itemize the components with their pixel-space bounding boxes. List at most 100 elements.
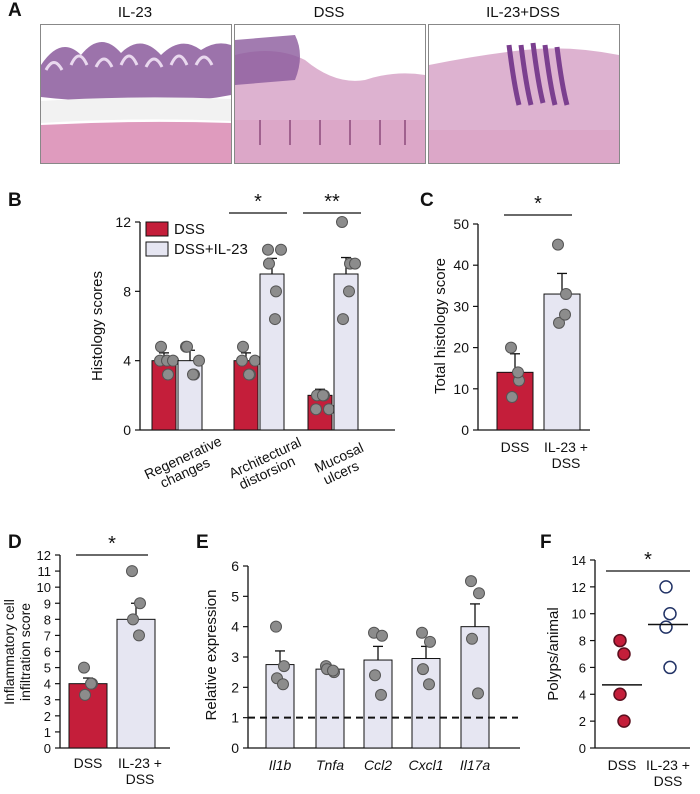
- data-point: [424, 635, 436, 648]
- data-point: [162, 368, 174, 381]
- image-title-dss: DSS: [313, 4, 345, 21]
- panel-letter-f: F: [540, 532, 552, 553]
- y-tick-label: 12: [115, 214, 131, 230]
- data-point: [416, 626, 428, 639]
- data-point: [473, 587, 485, 600]
- y-tick-label: 4: [231, 619, 239, 635]
- y-tick-label: 8: [123, 283, 131, 299]
- bar: [116, 618, 156, 749]
- y-tick-label: 4: [123, 353, 131, 369]
- data-point: [127, 613, 139, 626]
- data-point: [249, 354, 261, 367]
- data-point: [237, 340, 249, 353]
- y-tick-label: 2: [579, 714, 586, 729]
- y-axis-label: Relative expression: [203, 590, 220, 721]
- x-category-label: DSS: [126, 771, 155, 787]
- data-point: [133, 629, 145, 642]
- data-point: [466, 632, 478, 645]
- y-tick-label: 0: [579, 741, 586, 756]
- data-point: [155, 340, 167, 353]
- y-tick-label: 4: [44, 677, 51, 692]
- data-point: [506, 391, 518, 404]
- y-axis-label: Histology scores: [89, 271, 106, 381]
- x-category-label: IL-23 +: [646, 757, 690, 773]
- significance-1-label: *: [254, 191, 262, 213]
- data-point: [376, 629, 388, 642]
- data-point: [78, 661, 90, 674]
- data-point: [349, 257, 361, 270]
- data-point: [553, 316, 565, 329]
- y-tick-label: 0: [123, 422, 131, 438]
- panel-letter-e: E: [196, 532, 209, 553]
- panel-letter-b: B: [8, 190, 22, 211]
- bar: [259, 273, 285, 431]
- data-point: [369, 669, 381, 682]
- data-point: [181, 340, 193, 353]
- data-point: [659, 620, 673, 634]
- bar: [460, 626, 490, 749]
- x-category-label: Il1b: [269, 757, 292, 773]
- y-tick-label: 5: [44, 661, 51, 676]
- data-point: [187, 368, 199, 381]
- y-tick-label: 12: [572, 580, 586, 595]
- y-tick-label: 1: [231, 710, 239, 726]
- data-point: [126, 565, 138, 578]
- histology-image-il23-dss: [428, 24, 620, 164]
- bar: [333, 273, 359, 431]
- y-tick-label: 12: [37, 548, 51, 563]
- data-point: [560, 288, 572, 301]
- x-category-label: DSS: [501, 439, 530, 455]
- significance-label: *: [108, 533, 116, 555]
- legend-label-dss: DSS: [174, 221, 205, 238]
- legend-swatch-dss: [145, 221, 169, 237]
- data-point: [337, 313, 349, 326]
- data-point: [262, 243, 274, 256]
- panel-letter-d: D: [8, 532, 22, 553]
- x-category-label: DSS: [654, 773, 683, 789]
- y-axis-label: Total histology score: [432, 258, 449, 394]
- data-point: [505, 341, 517, 354]
- y-tick-label: 11: [38, 564, 52, 579]
- y-tick-label: 2: [44, 709, 51, 724]
- x-category-label: Ccl2: [364, 757, 392, 773]
- significance-2-label: **: [324, 191, 340, 213]
- image-title-il23-dss: IL-23+DSS: [486, 4, 560, 21]
- y-tick-label: 5: [231, 588, 239, 604]
- data-point: [85, 677, 97, 690]
- x-category-label: DSS: [74, 755, 103, 771]
- data-point: [663, 660, 677, 675]
- data-point: [613, 687, 627, 702]
- y-tick-label: 20: [453, 340, 469, 356]
- y-axis-label: Inflammatory cell: [1, 599, 17, 705]
- data-point: [243, 368, 255, 381]
- data-point: [263, 257, 275, 270]
- y-tick-label: 6: [44, 645, 51, 660]
- x-category-label: Il17a: [460, 757, 491, 773]
- legend-swatch-dss-il23: [145, 241, 169, 257]
- y-tick-label: 10: [453, 381, 469, 397]
- data-point: [423, 678, 435, 691]
- data-point: [327, 664, 339, 677]
- y-tick-label: 4: [579, 687, 586, 702]
- y-tick-label: 40: [453, 257, 469, 273]
- y-tick-label: 3: [44, 693, 51, 708]
- y-tick-label: 10: [572, 607, 586, 622]
- y-tick-label: 50: [453, 216, 469, 232]
- y-tick-label: 7: [44, 628, 51, 643]
- data-point: [375, 688, 387, 701]
- data-point: [275, 243, 287, 256]
- data-point: [79, 688, 91, 701]
- data-point: [617, 647, 631, 661]
- bar: [315, 668, 345, 749]
- y-tick-label: 2: [231, 679, 239, 695]
- y-tick-label: 30: [453, 298, 469, 314]
- data-point: [617, 714, 631, 728]
- y-tick-label: 0: [44, 741, 51, 756]
- y-tick-label: 10: [37, 580, 51, 595]
- y-tick-label: 8: [579, 634, 586, 649]
- data-point: [659, 580, 673, 594]
- y-axis-label: Polyps/animal: [545, 607, 562, 700]
- data-point: [310, 403, 322, 416]
- data-point: [167, 354, 179, 367]
- panel-letter-c: C: [420, 190, 434, 211]
